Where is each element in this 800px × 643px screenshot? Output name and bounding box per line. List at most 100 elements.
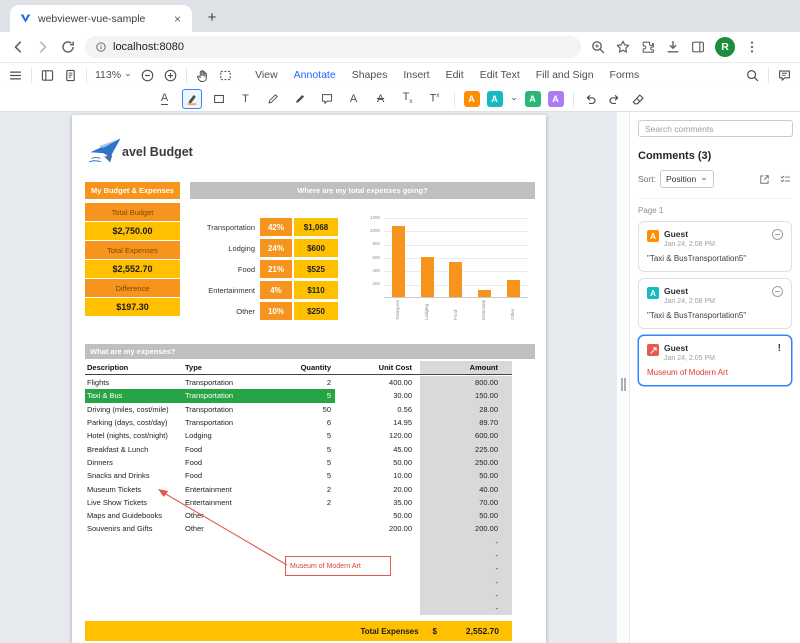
comments-sort-row: Sort: Position — [638, 170, 792, 188]
sort-label: Sort: — [638, 174, 656, 184]
ribbon-edit-text[interactable]: Edit Text — [479, 69, 520, 81]
comment-text: Museum of Modern Art — [647, 368, 728, 377]
table-cell — [335, 536, 420, 549]
table-cell: Dinners — [87, 457, 113, 467]
travel-logo-plane-icon — [86, 135, 124, 166]
comment-state-button[interactable] — [772, 229, 783, 240]
extensions-icon[interactable] — [640, 39, 656, 55]
browser-tab[interactable]: webviewer-vue-sample × — [10, 5, 192, 32]
highlight-tool-icon[interactable] — [181, 89, 202, 109]
ribbon-edit[interactable]: Edit — [445, 69, 464, 81]
reload-icon[interactable] — [60, 39, 76, 55]
bookmark-star-icon[interactable] — [615, 39, 631, 55]
viewer-content: avel Budget My Budget & Expenses Where a… — [0, 112, 800, 643]
table-cell: Souvenirs and Gifts — [87, 524, 153, 534]
ribbon-annotate[interactable]: Annotate — [293, 69, 336, 81]
chevron-down-icon[interactable] — [510, 95, 518, 103]
chart-tick-label: 200 — [372, 281, 380, 287]
table-cell: Museum Tickets — [87, 484, 142, 494]
eraser-icon[interactable] — [631, 92, 646, 107]
forward-icon[interactable] — [35, 39, 51, 55]
expense-table: Flights Transportation 2 400.00 800.00 Taxi &… — [85, 376, 512, 616]
column-header: Amount — [420, 361, 512, 374]
highlight-annotation-icon: A — [647, 287, 659, 299]
profile-avatar[interactable]: R — [715, 37, 735, 57]
summary-value: $197.30 — [85, 298, 180, 316]
new-tab-button[interactable]: + — [207, 8, 217, 26]
table-cell: 2 — [326, 378, 331, 388]
chart-x-label: Food — [452, 309, 458, 320]
preset-purple[interactable]: A — [547, 91, 564, 107]
subscript-tool-icon[interactable]: Tx — [402, 91, 413, 106]
view-controls-icon[interactable] — [63, 68, 78, 83]
ribbon-view[interactable]: View — [255, 69, 278, 81]
comment-card[interactable]: Guest Jan 24, 2:05 PM! Museum of Modern Ar… — [638, 335, 792, 386]
ribbon-insert[interactable]: Insert — [403, 69, 430, 81]
zoom-out-icon[interactable] — [140, 68, 155, 83]
ribbon-fill-and-sign[interactable]: Fill and Sign — [535, 69, 594, 81]
export-comments-icon[interactable] — [758, 173, 771, 186]
preset-green[interactable]: A — [524, 91, 541, 107]
comments-panel-toggle-icon[interactable] — [777, 68, 792, 83]
table-cell — [185, 536, 275, 549]
table-row[interactable]: Taxi & Bus Transportation 5 30.00 150.00 — [85, 389, 512, 403]
redo-icon[interactable] — [607, 92, 622, 107]
chart-bars — [384, 218, 528, 298]
sort-select[interactable]: Position — [659, 170, 715, 188]
table-row-empty: - — [85, 588, 512, 603]
downloads-icon[interactable] — [665, 39, 681, 55]
preset-teal[interactable]: A — [486, 91, 503, 107]
multi-select-icon[interactable] — [779, 173, 792, 186]
table-cell: Maps and Guidebooks — [87, 511, 163, 521]
note-tool-icon[interactable] — [317, 89, 337, 109]
browser-toolbar: localhost:8080 R — [0, 32, 800, 62]
address-bar[interactable]: localhost:8080 — [85, 36, 581, 58]
marquee-select-icon[interactable] — [218, 68, 233, 83]
freetext-tool-icon[interactable]: T — [242, 92, 249, 105]
underline-tool-icon[interactable]: A — [160, 92, 169, 105]
category-row: Food 21% $525 — [190, 260, 338, 278]
divider — [31, 67, 32, 83]
tab-close-icon[interactable]: × — [173, 11, 181, 26]
chart-tick-label: 600 — [372, 254, 380, 260]
zoom-control[interactable]: 113% — [95, 69, 132, 81]
browser-menu-icon[interactable] — [744, 39, 760, 55]
comment-card[interactable]: A Guest Jan 24, 2:08 PM "Taxi & BusTranspor… — [638, 221, 792, 272]
panel-resize-handle[interactable] — [617, 112, 629, 643]
chart-x-label: Lodging — [423, 303, 429, 320]
category-amount: $110 — [294, 281, 338, 299]
ribbon-shapes[interactable]: Shapes — [351, 69, 388, 81]
font-tool-icon[interactable]: A — [349, 92, 358, 105]
rectangle-tool-icon[interactable] — [209, 89, 229, 109]
back-icon[interactable] — [10, 39, 26, 55]
category-row: Lodging 24% $600 — [190, 239, 338, 257]
main-menu-icon[interactable] — [8, 68, 23, 83]
page-zoom-icon[interactable] — [590, 39, 606, 55]
undo-icon[interactable] — [583, 92, 598, 107]
table-cell: 250.00 — [420, 455, 512, 470]
divider — [86, 67, 87, 83]
superscript-tool-icon[interactable]: Tx — [429, 92, 440, 105]
left-panel-toggle-icon[interactable] — [40, 68, 55, 83]
comment-card[interactable]: A Guest Jan 24, 2:08 PM "Taxi & BusTranspor… — [638, 278, 792, 329]
side-panel-icon[interactable] — [690, 39, 706, 55]
total-label: Total Expenses — [360, 626, 419, 636]
search-icon[interactable] — [745, 68, 760, 83]
callout-annotation-icon — [647, 344, 659, 356]
table-cell — [185, 602, 275, 615]
comment-timestamp: Jan 24, 2:08 PM — [664, 241, 715, 248]
column-header: Unit Cost — [378, 363, 412, 372]
summary-label: Total Expenses — [85, 241, 180, 259]
callout-annotation[interactable]: Museum of Modern Art — [285, 556, 391, 576]
strikeout-tool-icon[interactable]: A — [376, 92, 385, 105]
comment-state-button[interactable] — [772, 286, 783, 297]
pan-tool-icon[interactable] — [195, 68, 210, 83]
search-comments-input[interactable] — [638, 120, 793, 137]
pen-tool-icon[interactable] — [263, 89, 283, 109]
preset-orange[interactable]: A — [463, 91, 480, 107]
ribbon-forms[interactable]: Forms — [609, 69, 640, 81]
zoom-in-icon[interactable] — [163, 68, 178, 83]
site-info-icon[interactable] — [95, 41, 107, 53]
marker-tool-icon[interactable] — [290, 89, 310, 109]
